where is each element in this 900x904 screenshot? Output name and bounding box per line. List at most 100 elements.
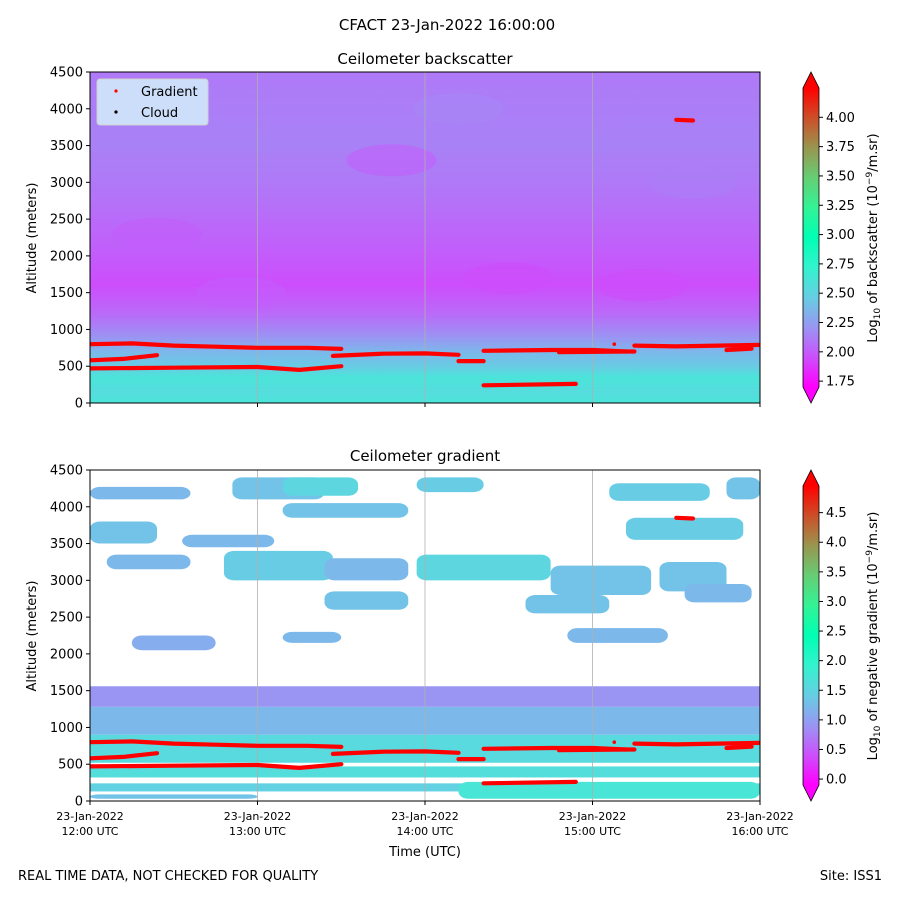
y-tick-label: 3000 (50, 176, 83, 191)
x-tick-time: 13:00 UTC (229, 825, 286, 838)
gradient-patch (416, 554, 551, 581)
legend-cloud-marker (114, 110, 118, 114)
gradient-marker-line (481, 381, 578, 388)
gradient-marker-line (90, 341, 344, 351)
gradient-patch (626, 517, 744, 540)
y-tick-label: 2500 (50, 213, 83, 228)
gradient-panel: Ceilometer gradient 0 500 1000 1500 2000 2500… (25, 447, 883, 860)
gradient-marker-line (330, 749, 461, 757)
backscatter-texture (112, 217, 202, 250)
y-tick-label: 3000 (50, 574, 83, 589)
colorbar-extend-min (803, 785, 819, 801)
colorbar-tick-label: 3.25 (826, 199, 855, 214)
gradient-marker-line (674, 117, 696, 123)
gradient-patch (609, 483, 710, 501)
y-tick-label: 2000 (50, 647, 83, 662)
colorbar-gradient (803, 486, 819, 785)
gradient-marker-line (556, 349, 629, 355)
y-tick-label: 3500 (50, 537, 83, 552)
colorbar-extend-max (803, 72, 819, 88)
x-tick-time: 16:00 UTC (731, 825, 788, 838)
y-tick-label: 1000 (50, 323, 83, 338)
y-tick-label: 500 (58, 360, 83, 375)
x-tick-time: 14:00 UTC (396, 825, 453, 838)
colorbar-outline (802, 71, 820, 404)
colorbar-tick-label: 2.0 (826, 654, 847, 669)
gradient-patch (182, 534, 275, 548)
colorbar-outline (802, 469, 820, 802)
y-tick-label: 3500 (50, 139, 83, 154)
backscatter-texture (463, 261, 554, 294)
backscatter-x-ticks (89, 403, 761, 407)
gradient-patch (90, 521, 157, 544)
x-tick-time: 15:00 UTC (564, 825, 621, 838)
figure-title: CFACT 23-Jan-2022 16:00:00 (339, 16, 555, 34)
x-tick-date: 23-Jan-2022 (726, 810, 794, 823)
gradient-patch (684, 584, 752, 603)
colorbar-tick-label: 2.25 (826, 316, 855, 331)
gradient-patch (567, 628, 668, 643)
gradient-patch (324, 558, 409, 581)
colorbar-tick-label: 1.0 (826, 713, 847, 728)
gradient-patch (324, 591, 409, 610)
gradient-patch (131, 635, 216, 651)
colorbar-tick-label: 2.75 (826, 257, 855, 272)
y-tick-label: 2000 (50, 249, 83, 264)
gradient-marker-line (556, 747, 629, 753)
colorbar-tick-label: 1.75 (826, 375, 855, 390)
gradient-marker-line (90, 762, 344, 771)
backscatter-colorbar-label: Log10 of backscatter (10−9/m.sr) (865, 133, 883, 342)
quality-disclaimer: REAL TIME DATA, NOT CHECKED FOR QUALITY (18, 869, 319, 884)
gradient-marker-point (612, 342, 617, 346)
colorbar-tick-label: 0.5 (826, 743, 847, 758)
gradient-title: Ceilometer gradient (350, 447, 500, 465)
gradient-marker-line (90, 353, 160, 363)
gradient-marker-line (90, 751, 160, 761)
y-tick-label: 1500 (50, 286, 83, 301)
site-label: Site: ISS1 (819, 869, 882, 884)
x-axis-label: Time (UTC) (388, 845, 461, 860)
colorbar-extend-max (803, 470, 819, 486)
gradient-patch (416, 477, 484, 493)
gradient-patch (525, 595, 610, 614)
legend-cloud-label: Cloud (141, 106, 178, 121)
gradient-y-label: Altitude (meters) (25, 581, 40, 692)
x-tick-date: 23-Jan-2022 (391, 810, 459, 823)
colorbar-tick-label: 3.5 (826, 565, 847, 580)
backscatter-colorbar: 1.75 2.00 2.25 2.50 2.75 3.00 3.25 3.50 3.75 4.00 (802, 71, 855, 404)
gradient-marker-line (90, 739, 344, 750)
backscatter-y-axis: 0 500 1000 1500 2000 2500 3000 3500 4000 4500 (50, 66, 90, 412)
gradient-x-axis: 23-Jan-2022 12:00 UTC 23-Jan-2022 13:00 UTC… (56, 801, 794, 838)
backscatter-texture (195, 276, 286, 309)
gradient-y-axis: 0 500 1000 1500 2000 2500 3000 3500 4000 4500 (50, 464, 90, 810)
backscatter-gradient-markers (90, 117, 760, 388)
y-tick-label: 4000 (50, 102, 83, 117)
gradient-marker-line (90, 364, 344, 372)
gradient-marker-line (330, 351, 461, 358)
gradient-patch (106, 554, 191, 570)
gradient-patch (224, 550, 333, 581)
y-tick-label: 0 (75, 397, 83, 412)
gradient-patch (282, 503, 409, 518)
legend-gradient-label: Gradient (141, 85, 198, 100)
gradient-colorbar-label: Log10 of negative gradient (10−9/m.sr) (865, 512, 883, 761)
colorbar-extend-min (803, 387, 819, 403)
gradient-marker-line (481, 779, 578, 786)
gradient-marker-line (632, 740, 760, 747)
x-tick-date: 23-Jan-2022 (224, 810, 292, 823)
gradient-gradient-markers (90, 515, 760, 786)
gradient-patch (550, 565, 652, 596)
gradient-patch (726, 477, 760, 500)
legend-box (96, 78, 209, 126)
legend-gradient-marker (114, 89, 118, 93)
y-tick-label: 4000 (50, 500, 83, 515)
colorbar-tick-label: 4.00 (826, 111, 855, 126)
gradient-patch (90, 486, 191, 500)
legend: Gradient Cloud (96, 78, 209, 126)
backscatter-y-label: Altitude (meters) (25, 183, 40, 294)
gradient-colorbar: 0.0 0.5 1.0 1.5 2.0 2.5 3.0 3.5 4.0 4.5 (802, 469, 847, 802)
gradient-patch (90, 794, 258, 799)
x-tick-time: 12:00 UTC (61, 825, 118, 838)
y-tick-label: 1000 (50, 721, 83, 736)
colorbar-gradient (803, 88, 819, 387)
